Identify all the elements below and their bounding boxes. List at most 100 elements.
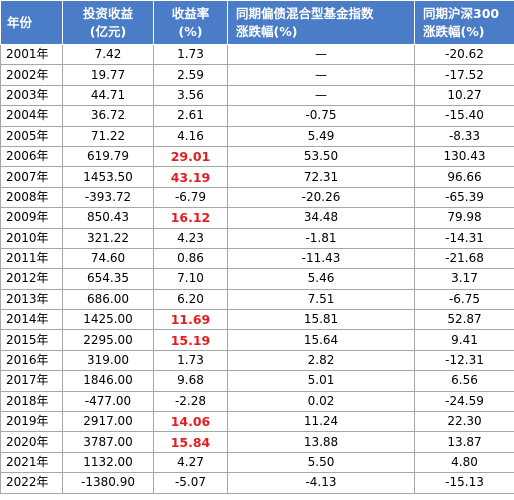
cell-rate: 16.12 — [153, 207, 228, 229]
cell-bond-index: -20.26 — [227, 186, 415, 209]
cell-hs300: -21.68 — [414, 247, 514, 270]
cell-income: 619.79 — [62, 145, 154, 168]
cell-rate: 11.69 — [153, 309, 228, 331]
header-hs300: 同期沪深300 涨跌幅(%) — [414, 0, 514, 45]
cell-year: 2008年 — [0, 186, 63, 209]
header-hs300-line2: 涨跌幅(%) — [423, 23, 485, 39]
cell-hs300: 130.43 — [414, 145, 514, 168]
cell-income: -393.72 — [62, 186, 154, 209]
cell-income: 2295.00 — [62, 329, 154, 351]
cell-income: 1846.00 — [62, 370, 154, 392]
header-hs300-line1: 同期沪深300 — [423, 5, 500, 21]
cell-year: 2002年 — [0, 64, 63, 86]
cell-year: 2003年 — [0, 84, 63, 107]
cell-rate: 7.10 — [153, 268, 228, 290]
cell-income: -1380.90 — [62, 472, 154, 494]
table-row: 2010年 321.22 4.23 -1.81 -14.31 — [0, 227, 514, 249]
cell-bond-index: 5.49 — [227, 125, 415, 147]
cell-rate: 9.68 — [153, 370, 228, 392]
cell-bond-index: 72.31 — [227, 166, 415, 188]
table-row: 2014年 1425.00 11.69 15.81 52.87 — [0, 309, 514, 331]
cell-income: 1453.50 — [62, 166, 154, 188]
cell-bond-index: 0.02 — [227, 390, 415, 413]
cell-hs300: 96.66 — [414, 166, 514, 188]
cell-hs300: -8.33 — [414, 125, 514, 147]
table-body: 2001年 7.42 1.73— -20.62 2002年 19.77 2.59— -17.5… — [0, 43, 514, 494]
cell-hs300: 3.17 — [414, 268, 514, 290]
header-rate-line2: (%) — [178, 23, 203, 39]
cell-hs300: 4.80 — [414, 451, 514, 474]
cell-bond-index: 13.88 — [227, 431, 415, 453]
header-bond-line1: 同期偏债混合型基金指数 — [236, 5, 374, 21]
cell-hs300: 79.98 — [414, 207, 514, 229]
cell-income: 654.35 — [62, 268, 154, 290]
cell-bond-index: -11.43 — [227, 247, 415, 270]
cell-rate: 15.84 — [153, 431, 228, 453]
table-row: 2018年 -477.00 -2.28 0.02 -24.59 — [0, 390, 514, 413]
cell-rate: 0.86 — [153, 247, 228, 270]
cell-income: 44.71 — [62, 84, 154, 107]
cell-hs300: -17.52 — [414, 64, 514, 86]
table-row: 2022年 -1380.90 -5.07 -4.13 -15.13 — [0, 472, 514, 494]
cell-hs300: -20.62 — [414, 43, 514, 66]
cell-rate: 29.01 — [153, 145, 228, 168]
table-row: 2006年 619.79 29.01 53.50 130.43 — [0, 145, 514, 168]
table-row: 2004年 36.72 2.61 -0.75 -15.40 — [0, 105, 514, 127]
cell-year: 2010年 — [0, 227, 63, 249]
cell-rate: -2.28 — [153, 390, 228, 413]
cell-rate: 4.27 — [153, 451, 228, 474]
cell-bond-index: — — [227, 43, 415, 66]
table-row: 2017年 1846.00 9.68 5.01 6.56 — [0, 370, 514, 392]
cell-hs300: 22.30 — [414, 411, 514, 433]
table-row: 2003年 44.71 3.56—10.27 — [0, 84, 514, 107]
cell-rate: 3.56 — [153, 84, 228, 107]
cell-income: 686.00 — [62, 288, 154, 311]
cell-year: 2011年 — [0, 247, 63, 270]
cell-hs300: 52.87 — [414, 309, 514, 331]
cell-income: 7.42 — [62, 43, 154, 66]
cell-hs300: -6.75 — [414, 288, 514, 311]
cell-hs300: 13.87 — [414, 431, 514, 453]
table-row: 2015年 2295.00 15.19 15.64 9.41 — [0, 329, 514, 351]
cell-bond-index: 53.50 — [227, 145, 415, 168]
table-header: 年份 投资收益 (亿元) 收益率 (%) 同期偏债混合型基金指数 涨跌幅(%) … — [0, 0, 514, 45]
header-year: 年份 — [0, 0, 63, 45]
header-rate: 收益率 (%) — [153, 0, 228, 45]
cell-rate: 4.23 — [153, 227, 228, 249]
cell-rate: -6.79 — [153, 186, 228, 209]
cell-bond-index: 5.46 — [227, 268, 415, 290]
cell-rate: 43.19 — [153, 166, 228, 188]
cell-bond-index: 15.81 — [227, 309, 415, 331]
cell-hs300: -14.31 — [414, 227, 514, 249]
table-row: 2009年 850.43 16.12 34.48 79.98 — [0, 207, 514, 229]
cell-income: 3787.00 — [62, 431, 154, 453]
cell-income: 850.43 — [62, 207, 154, 229]
cell-bond-index: 5.01 — [227, 370, 415, 392]
cell-rate: -5.07 — [153, 472, 228, 494]
cell-rate: 1.73 — [153, 43, 228, 66]
cell-year: 2018年 — [0, 390, 63, 413]
cell-year: 2009年 — [0, 207, 63, 229]
cell-year: 2020年 — [0, 431, 63, 453]
header-rate-line1: 收益率 — [171, 5, 210, 21]
cell-bond-index: -4.13 — [227, 472, 415, 494]
header-income-line1: 投资收益 — [82, 5, 133, 21]
cell-year: 2006年 — [0, 145, 63, 168]
cell-hs300: -15.13 — [414, 472, 514, 494]
cell-bond-index: — — [227, 84, 415, 107]
cell-year: 2016年 — [0, 349, 63, 372]
cell-hs300: -12.31 — [414, 349, 514, 372]
cell-year: 2022年 — [0, 472, 63, 494]
cell-bond-index: 7.51 — [227, 288, 415, 311]
header-income: 投资收益 (亿元) — [62, 0, 154, 45]
cell-year: 2005年 — [0, 125, 63, 147]
cell-income: 2917.00 — [62, 411, 154, 433]
cell-rate: 2.59 — [153, 64, 228, 86]
cell-rate: 6.20 — [153, 288, 228, 311]
header-bond-line2: 涨跌幅(%) — [236, 23, 298, 39]
cell-hs300: -24.59 — [414, 390, 514, 413]
cell-income: 319.00 — [62, 349, 154, 372]
cell-rate: 2.61 — [153, 105, 228, 127]
cell-income: 36.72 — [62, 105, 154, 127]
